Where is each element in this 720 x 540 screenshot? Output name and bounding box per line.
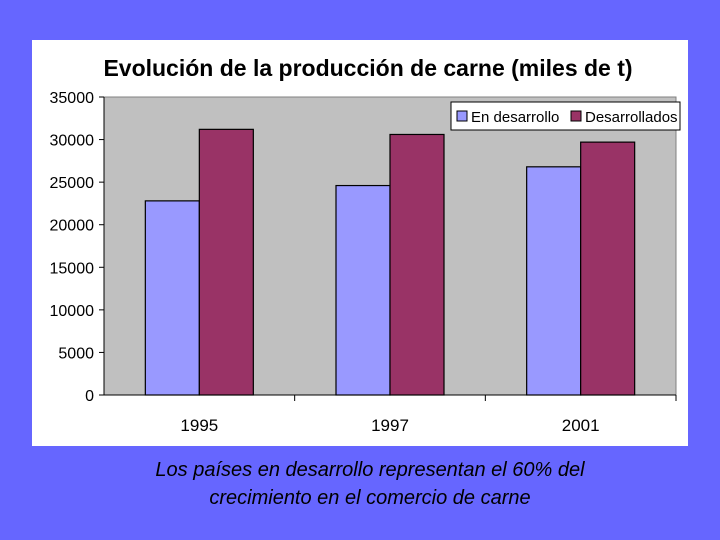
y-tick-label: 35000 — [50, 90, 95, 107]
y-tick-label: 25000 — [50, 175, 95, 192]
legend-swatch-en-desarrollo — [456, 110, 468, 122]
caption-line-1: Los países en desarrollo representan el … — [155, 459, 585, 481]
x-tick-label: 1995 — [180, 416, 218, 435]
y-tick-label: 5000 — [58, 345, 94, 362]
bar-en-desarrollo-1997 — [335, 184, 391, 396]
y-tick-label: 15000 — [50, 260, 95, 277]
y-tick-label: 10000 — [50, 303, 95, 320]
bar-desarrollados-2001 — [580, 141, 636, 396]
legend-label-desarrollados: Desarrollados — [585, 109, 678, 126]
chart-panel: Evolución de la producción de carne (mil… — [32, 40, 688, 446]
y-tick-label: 0 — [85, 388, 94, 405]
chart-title: Evolución de la producción de carne (mil… — [103, 55, 632, 81]
bar-desarrollados-1997 — [389, 133, 445, 396]
legend-box — [450, 101, 681, 131]
legend-label-en-desarrollo: En desarrollo — [471, 109, 559, 126]
bar-en-desarrollo-1995 — [144, 200, 200, 396]
bar-desarrollados-1995 — [198, 128, 254, 396]
bar-chart: Evolución de la producción de carne (mil… — [50, 55, 681, 435]
slide-caption: Los países en desarrollo representan el … — [0, 456, 720, 512]
y-tick-label: 20000 — [50, 218, 95, 235]
legend-swatch-desarrollados — [570, 110, 582, 122]
y-tick-label: 30000 — [50, 133, 95, 150]
bar-en-desarrollo-2001 — [526, 166, 582, 396]
x-tick-label: 1997 — [371, 416, 409, 435]
caption-line-2: crecimiento en el comercio de carne — [209, 487, 531, 509]
x-tick-label: 2001 — [562, 416, 600, 435]
